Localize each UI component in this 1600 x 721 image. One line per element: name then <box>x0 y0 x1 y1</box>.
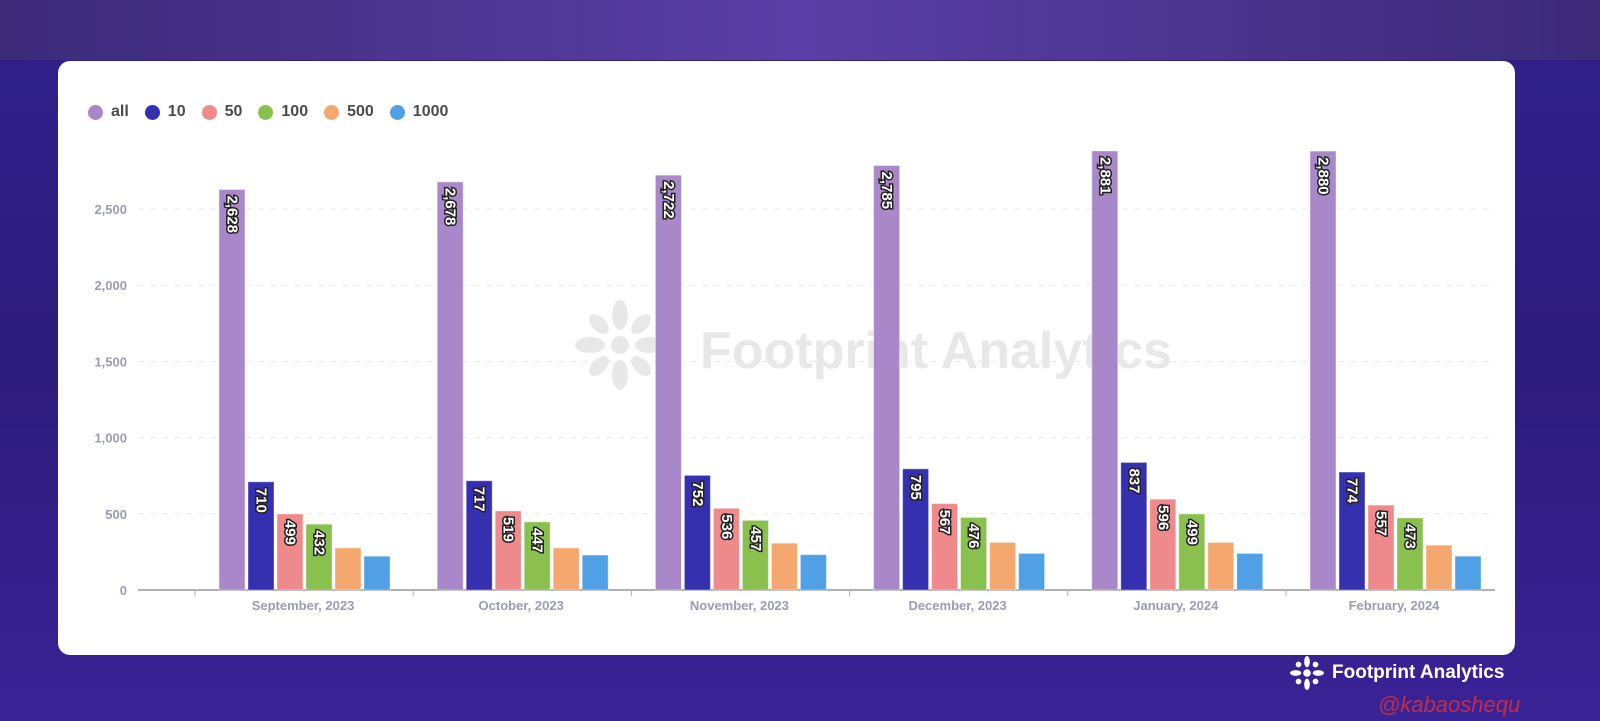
bar-all <box>436 181 464 591</box>
legend-dot-icon <box>389 104 405 120</box>
y-tick-label: 1,500 <box>94 354 127 369</box>
bar-1000 <box>1018 552 1046 591</box>
legend-dot-icon <box>258 104 274 120</box>
data-label: 567 <box>936 510 953 535</box>
bar-50 <box>276 513 304 591</box>
data-label: 557 <box>1373 511 1390 536</box>
bar-500 <box>989 541 1017 591</box>
bar-50 <box>931 503 959 591</box>
legend-dot-icon <box>201 104 217 120</box>
x-tick-label: January, 2024 <box>1133 598 1219 613</box>
bar-100 <box>960 516 988 591</box>
bar-all <box>1091 150 1119 591</box>
x-tick-label: November, 2023 <box>690 598 789 613</box>
bar-500 <box>1425 544 1453 591</box>
data-label: 2,880 <box>1315 157 1332 195</box>
bar-100 <box>305 523 333 591</box>
data-label: 499 <box>1183 520 1200 545</box>
x-tick-label: December, 2023 <box>908 598 1006 613</box>
legend-dot-icon <box>88 104 103 120</box>
brand-logo: Footprint Analytics <box>1290 656 1504 690</box>
bar-10 <box>683 474 711 591</box>
data-label: 2,628 <box>224 195 241 233</box>
bar-10 <box>465 480 493 591</box>
data-label: 752 <box>689 481 706 506</box>
legend-dot-icon <box>144 104 160 120</box>
data-label: 596 <box>1154 505 1171 530</box>
bar-10 <box>1120 461 1148 591</box>
bar-500 <box>334 547 362 591</box>
bar-10 <box>902 468 930 591</box>
data-label: 476 <box>965 523 982 548</box>
legend-label: 10 <box>167 103 186 120</box>
bar-all <box>654 174 682 591</box>
bar-all <box>873 165 901 591</box>
bar-1000 <box>1454 555 1482 591</box>
bar-100 <box>1396 517 1424 591</box>
y-tick-label: 0 <box>120 583 127 598</box>
bar-100 <box>741 519 769 591</box>
data-label: 519 <box>500 517 517 542</box>
footprint-logo-icon <box>1290 656 1324 690</box>
y-tick-label: 1,000 <box>94 431 127 446</box>
y-tick-label: 500 <box>105 507 127 522</box>
legend-item-10[interactable]: 10 <box>144 103 186 121</box>
legend-item-500[interactable]: 500 <box>324 103 374 121</box>
data-label: 795 <box>907 475 924 500</box>
bar-1000 <box>581 554 609 591</box>
bar-50 <box>1367 504 1395 591</box>
bar-50 <box>494 510 522 591</box>
bar-all <box>1309 150 1337 591</box>
legend-item-all[interactable]: all <box>88 103 129 121</box>
data-label: 717 <box>471 487 488 512</box>
bar-500 <box>770 542 798 591</box>
bar-50 <box>712 507 740 591</box>
data-label: 473 <box>1402 524 1419 549</box>
footprint-logo-icon <box>575 300 665 390</box>
legend-dot-icon <box>324 104 340 120</box>
legend: all 10 50 100 500 1000 <box>88 103 448 121</box>
data-label: 432 <box>311 530 328 555</box>
background-banner <box>0 0 1600 60</box>
x-tick-label: September, 2023 <box>252 598 355 613</box>
legend-label: 500 <box>347 103 374 120</box>
data-label: 536 <box>718 514 735 539</box>
legend-item-100[interactable]: 100 <box>258 103 308 121</box>
bar-500 <box>552 547 580 591</box>
data-label: 837 <box>1125 468 1142 493</box>
bar-50 <box>1149 498 1177 591</box>
legend-label: 100 <box>281 103 309 120</box>
bar-500 <box>1207 541 1235 591</box>
bar-10 <box>247 481 275 591</box>
data-label: 499 <box>282 520 299 545</box>
legend-label: all <box>111 103 129 120</box>
bar-1000 <box>363 555 391 591</box>
y-tick-label: 2,000 <box>94 278 127 293</box>
legend-label: 50 <box>224 103 243 120</box>
data-label: 2,722 <box>660 181 677 219</box>
data-label: 710 <box>253 488 270 513</box>
bar-10 <box>1338 471 1366 591</box>
legend-item-50[interactable]: 50 <box>201 103 243 121</box>
legend-label: 1000 <box>412 103 449 120</box>
bar-1000 <box>1236 552 1264 591</box>
bar-100 <box>523 521 551 591</box>
bar-100 <box>1178 513 1206 591</box>
x-tick-label: October, 2023 <box>479 598 564 613</box>
handle-watermark: @kabaoshequ <box>1378 692 1521 717</box>
data-label: 2,678 <box>442 188 459 226</box>
x-tick-label: February, 2024 <box>1349 598 1441 613</box>
bar-1000 <box>799 554 827 591</box>
legend-item-1000[interactable]: 1000 <box>389 103 449 121</box>
y-tick-label: 2,500 <box>94 202 127 217</box>
data-label: 457 <box>747 526 764 551</box>
data-label: 447 <box>529 528 546 553</box>
data-label: 774 <box>1344 478 1361 504</box>
brand-name: Footprint Analytics <box>1332 662 1505 683</box>
bar-all <box>218 188 246 591</box>
data-label: 2,785 <box>878 172 895 210</box>
data-label: 2,881 <box>1096 157 1113 195</box>
